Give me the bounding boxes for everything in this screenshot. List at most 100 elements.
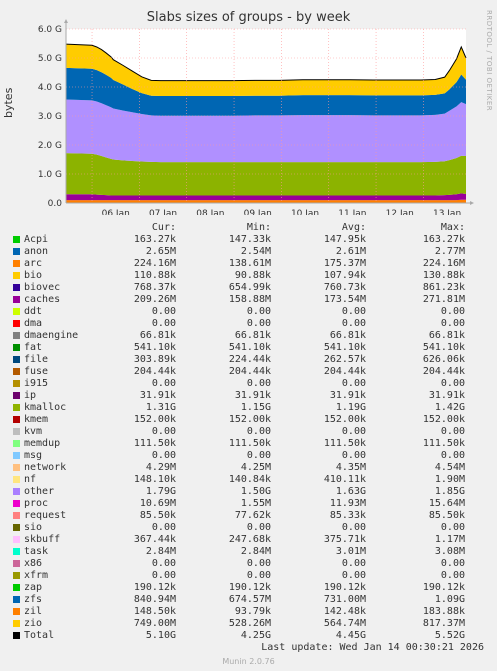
legend-max: 31.91k bbox=[428, 390, 465, 401]
legend-row-zap: zap 190.12k 190.12k 190.12k 190.12k bbox=[12, 582, 490, 594]
legend-min: 140.84k bbox=[228, 474, 271, 485]
legend-swatch bbox=[13, 344, 20, 351]
legend-swatch bbox=[13, 560, 20, 567]
legend-cur: 303.89k bbox=[133, 354, 176, 365]
legend-avg: 142.48k bbox=[323, 606, 366, 617]
legend-swatch bbox=[13, 332, 20, 339]
legend-row-sio: sio 0.00 0.00 0.00 0.00 bbox=[12, 522, 490, 534]
legend-row-network: network 4.29M 4.25M 4.35M 4.54M bbox=[12, 462, 490, 474]
legend-max: 163.27k bbox=[422, 234, 465, 245]
legend-min: 31.91k bbox=[234, 390, 271, 401]
legend-name: zfs bbox=[24, 594, 43, 605]
legend-avg: 85.33k bbox=[329, 510, 366, 521]
legend-swatch bbox=[13, 512, 20, 519]
legend-min: 77.62k bbox=[234, 510, 271, 521]
legend-cur: 5.10G bbox=[145, 630, 176, 641]
legend-avg: 541.10k bbox=[323, 342, 366, 353]
legend-cur: 0.00 bbox=[151, 426, 176, 437]
legend-swatch bbox=[13, 464, 20, 471]
legend-max: 183.88k bbox=[422, 606, 465, 617]
legend-swatch bbox=[13, 428, 20, 435]
legend-header-max: Max: bbox=[440, 222, 465, 233]
legend-avg: 375.71k bbox=[323, 534, 366, 545]
legend-min: 674.57M bbox=[228, 594, 271, 605]
legend-cur: 0.00 bbox=[151, 570, 176, 581]
legend-name: dma bbox=[24, 318, 43, 329]
x-axis-arrow bbox=[470, 201, 474, 205]
legend-cur: 2.84M bbox=[145, 546, 176, 557]
legend-name: xfrm bbox=[24, 570, 49, 581]
legend-max: 1.17M bbox=[434, 534, 465, 545]
legend-max: 130.88k bbox=[422, 270, 465, 281]
legend-swatch bbox=[13, 452, 20, 459]
munin-version: Munin 2.0.76 bbox=[222, 657, 275, 666]
legend-name: sio bbox=[24, 522, 43, 533]
legend-cur: 110.88k bbox=[133, 270, 176, 281]
legend-max: 0.00 bbox=[440, 522, 465, 533]
legend-row-kmalloc: kmalloc 1.31G 1.15G 1.19G 1.42G bbox=[12, 402, 490, 414]
legend-min: 654.99k bbox=[228, 282, 271, 293]
legend-row-proc: proc 10.69M 1.55M 11.93M 15.64M bbox=[12, 498, 490, 510]
legend-min: 93.79k bbox=[234, 606, 271, 617]
area-other bbox=[66, 99, 466, 163]
legend-avg: 152.00k bbox=[323, 414, 366, 425]
legend-cur: 0.00 bbox=[151, 450, 176, 461]
x-tick-label: 08 Jan bbox=[196, 209, 224, 215]
legend-header-cur: Cur: bbox=[151, 222, 176, 233]
legend-name: anon bbox=[24, 246, 49, 257]
legend-avg: 66.81k bbox=[329, 330, 366, 341]
legend-row-fuse: fuse 204.44k 204.44k 204.44k 204.44k bbox=[12, 366, 490, 378]
legend-name: network bbox=[24, 462, 67, 473]
legend-min: 0.00 bbox=[246, 426, 271, 437]
area-caches bbox=[66, 193, 466, 201]
legend-avg: 190.12k bbox=[323, 582, 366, 593]
legend-name: file bbox=[24, 354, 49, 365]
legend-row-biovec: biovec 768.37k 654.99k 760.73k 861.23k bbox=[12, 282, 490, 294]
legend-cur: 0.00 bbox=[151, 522, 176, 533]
legend-min: 4.25G bbox=[240, 630, 271, 641]
legend-min: 190.12k bbox=[228, 582, 271, 593]
legend-header-avg: Avg: bbox=[341, 222, 366, 233]
legend-max: 111.50k bbox=[422, 438, 465, 449]
y-axis-arrow bbox=[64, 19, 68, 23]
legend-min: 0.00 bbox=[246, 570, 271, 581]
legend-max: 204.44k bbox=[422, 366, 465, 377]
legend-name: other bbox=[24, 486, 55, 497]
legend-name: Acpi bbox=[24, 234, 49, 245]
legend-cur: 4.29M bbox=[145, 462, 176, 473]
legend-row-skbuff: skbuff 367.44k 247.68k 375.71k 1.17M bbox=[12, 534, 490, 546]
legend-name: proc bbox=[24, 498, 49, 509]
legend-max: 0.00 bbox=[440, 318, 465, 329]
legend-row-task: task 2.84M 2.84M 3.01M 3.08M bbox=[12, 546, 490, 558]
legend-name: ip bbox=[24, 390, 37, 401]
legend-swatch bbox=[13, 356, 20, 363]
legend-swatch bbox=[13, 476, 20, 483]
legend-row-zil: zil 148.50k 93.79k 142.48k 183.88k bbox=[12, 606, 490, 618]
x-tick-label: 11 Jan bbox=[338, 209, 366, 215]
area-kmalloc bbox=[66, 153, 466, 196]
legend-avg: 4.45G bbox=[335, 630, 366, 641]
legend-max: 271.81M bbox=[422, 294, 465, 305]
legend-cur: 541.10k bbox=[133, 342, 176, 353]
legend-name: kmem bbox=[24, 414, 49, 425]
last-update: Last update: Wed Jan 14 00:30:21 2026 bbox=[261, 642, 484, 653]
legend-name: skbuff bbox=[24, 534, 61, 545]
legend-cur: 66.81k bbox=[139, 330, 176, 341]
legend-max: 4.54M bbox=[434, 462, 465, 473]
legend-swatch bbox=[13, 572, 20, 579]
legend-cur: 224.16M bbox=[133, 258, 176, 269]
legend-row-caches: caches 209.26M 158.88M 173.54M 271.81M bbox=[12, 294, 490, 306]
legend-min: 541.10k bbox=[228, 342, 271, 353]
legend-name: fat bbox=[24, 342, 43, 353]
legend-max: 0.00 bbox=[440, 306, 465, 317]
legend-swatch bbox=[13, 392, 20, 399]
legend-cur: 148.10k bbox=[133, 474, 176, 485]
legend-swatch bbox=[13, 632, 20, 639]
legend-avg: 11.93M bbox=[329, 498, 366, 509]
legend-min: 2.84M bbox=[240, 546, 271, 557]
chart-title: Slabs sizes of groups - by week bbox=[146, 10, 351, 25]
legend-swatch bbox=[13, 584, 20, 591]
legend-avg: 204.44k bbox=[323, 366, 366, 377]
y-tick-label: 2.0 G bbox=[38, 141, 62, 151]
legend-max: 190.12k bbox=[422, 582, 465, 593]
